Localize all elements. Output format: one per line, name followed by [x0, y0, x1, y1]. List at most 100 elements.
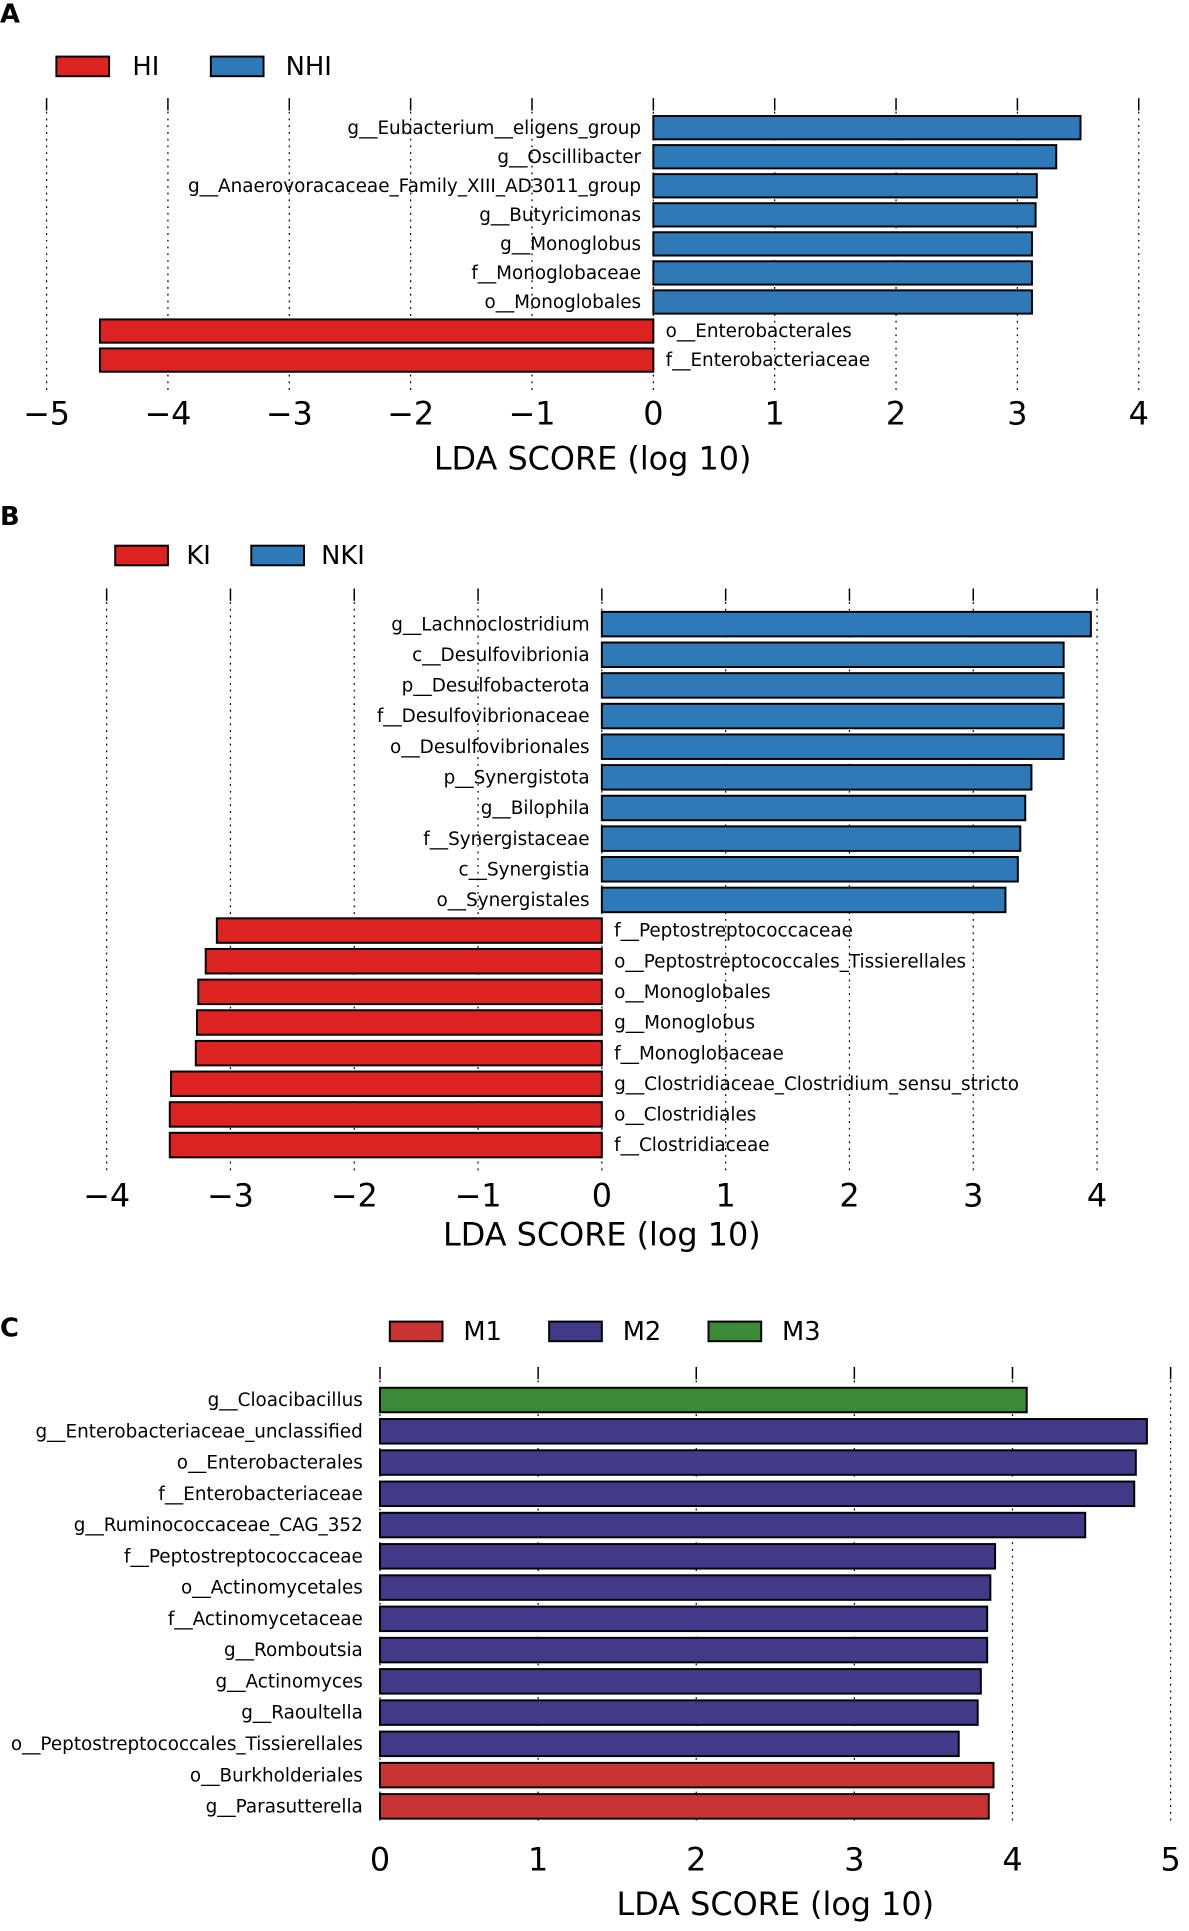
panel-b-bar-label: o__Desulfovibrionales	[390, 737, 590, 758]
panel-b-legend-label-nki: NKI	[321, 541, 365, 571]
panel-b-bar-label: g__Bilophila	[481, 798, 590, 819]
panel-c-bar-label: g__Parasutterella	[206, 1797, 363, 1818]
panel-b-bar	[215, 917, 603, 944]
panel-b-bar	[600, 641, 1065, 669]
panel-b-bar	[170, 1070, 603, 1098]
panel-b-bar-label: p__Desulfobacterota	[402, 676, 590, 697]
panel-b-tick-label: 1	[716, 1176, 736, 1214]
panel-c-bar-label: o__Actinomycetales	[181, 1578, 363, 1599]
panel-b-legend-swatch-nki	[250, 544, 305, 567]
panel-b-bar	[194, 1039, 603, 1067]
panel-b-bar	[600, 825, 1022, 852]
panel-c-bar	[379, 1605, 989, 1633]
panel-b-tick-label: −2	[331, 1176, 378, 1214]
panel-b-bar-label: o__Peptostreptococcales_Tissierellales	[614, 951, 966, 972]
panel-c-bar	[379, 1511, 1087, 1539]
panel-b-bar	[168, 1101, 603, 1128]
panel-b-bar	[168, 1131, 603, 1159]
panel-c-bar	[379, 1480, 1136, 1508]
panel-c-bar-label: g__Romboutsia	[224, 1640, 363, 1661]
panel-b-bar-label: p__Synergistota	[444, 767, 590, 788]
panel-b-bar	[600, 672, 1065, 699]
panel-c-bar	[379, 1793, 990, 1820]
panel-c-bar-label: f__Enterobacteriaceae	[158, 1484, 362, 1505]
panel-a-tick-label: 2	[886, 394, 906, 432]
panel-b-bar-label: f__Desulfovibrionaceae	[377, 706, 590, 727]
panel-a-bar	[652, 289, 1033, 315]
panel-b-bar-label: g__Clostridiaceae_Clostridium_sensu_stri…	[614, 1074, 1019, 1095]
panel-a-bar	[652, 173, 1038, 199]
panel-c-tick-label: 4	[1002, 1841, 1022, 1879]
panel-c-bar-label: f__Peptostreptococcaceae	[124, 1546, 363, 1567]
panel-b-legend-swatch-ki	[114, 544, 169, 567]
panel-a-tick-label: −3	[266, 394, 313, 432]
panel-c-tick-label: 1	[528, 1841, 548, 1879]
panel-a-bar	[652, 260, 1033, 286]
panel-a-legend-label-hi: HI	[132, 52, 159, 82]
panel-b-bar-label: o__Synergistales	[436, 890, 589, 911]
panel-c-legend-swatch-m3	[707, 1320, 763, 1343]
panel-b-legend-label-ki: KI	[186, 541, 210, 571]
panel-a-bar-label: f__Monoglobaceae	[471, 263, 641, 284]
panel-b-x-axis-label: LDA SCORE (log 10)	[443, 1216, 761, 1254]
panel-a-bar	[652, 144, 1058, 170]
panel-a-bar-label: g__Eubacterium__eligens_group	[347, 118, 641, 139]
panel-c-bar	[379, 1730, 960, 1758]
panel-a-legend-swatch-nhi	[209, 55, 265, 78]
panel-b-bar-label: g__Lachnoclostridium	[391, 614, 589, 635]
panel-c-bar	[379, 1574, 992, 1601]
panel-c-bar-label: g__Enterobacteriaceae_unclassified	[35, 1421, 362, 1442]
panel-a-bar	[652, 231, 1033, 257]
panel-a-bar-label: o__Enterobacterales	[666, 321, 852, 342]
panel-c-bar	[379, 1543, 997, 1570]
panel-c-bar	[379, 1699, 979, 1726]
panel-a-letter: A	[0, 0, 20, 29]
panel-b-tick-label: 2	[839, 1176, 859, 1214]
panel-b-bar	[204, 947, 603, 975]
panel-b-bar	[600, 856, 1019, 883]
panel-b-bar-label: g__Monoglobus	[614, 1013, 755, 1034]
panel-a-tick-label: −4	[144, 394, 191, 432]
panel-b-bar	[600, 794, 1027, 822]
panel-c-bar-label: o__Peptostreptococcales_Tissierellales	[11, 1734, 363, 1755]
panel-b-bar	[600, 702, 1065, 730]
panel-a-tick-label: 0	[643, 394, 663, 432]
panel-c-legend-swatch-m1	[388, 1320, 444, 1343]
panel-b-bar-label: f__Synergistaceae	[423, 829, 589, 850]
panel-c-legend-label-m2: M2	[623, 1317, 662, 1347]
panel-b-tick-label: −4	[83, 1176, 130, 1214]
panel-b-tick-label: 4	[1087, 1176, 1107, 1214]
panel-c-bar	[379, 1449, 1137, 1476]
panel-b-bar	[600, 764, 1033, 791]
panel-b-bar-label: f__Peptostreptococcaceae	[614, 921, 853, 942]
panel-a-tick-label: −2	[387, 394, 434, 432]
panel-a-bar-label: g__Oscillibacter	[497, 147, 641, 168]
panel-b-bar	[600, 610, 1092, 638]
panel-c-bar	[379, 1761, 995, 1789]
panel-c-bar-label: o__Enterobacterales	[177, 1453, 363, 1474]
panel-a-bar	[98, 318, 655, 344]
panel-a-legend-label-nhi: NHI	[286, 52, 332, 82]
panel-b-bar	[600, 886, 1007, 914]
panel-b-bar	[197, 978, 603, 1006]
panel-a-bar-label: g__Butyricimonas	[479, 205, 641, 226]
panel-c-bar	[379, 1668, 982, 1695]
panel-c-bar-label: g__Ruminococcaceae_CAG_352	[74, 1515, 363, 1536]
panel-a-tick-label: 4	[1129, 394, 1149, 432]
panel-b-bar	[600, 733, 1065, 760]
panel-a-tick-label: 3	[1007, 394, 1027, 432]
panel-a-bar-label: o__Monoglobales	[485, 292, 642, 313]
panel-c-bar	[379, 1418, 1148, 1445]
panel-b-bar-label: f__Monoglobaceae	[614, 1043, 784, 1064]
panel-a-bar	[652, 115, 1082, 141]
panel-b-tick-label: 3	[963, 1176, 983, 1214]
panel-c-legend-swatch-m2	[548, 1320, 603, 1343]
panel-c-bar-label: o__Burkholderiales	[190, 1765, 363, 1786]
panel-b-bar-label: f__Clostridiaceae	[614, 1135, 769, 1156]
panel-b-tick-label: 0	[592, 1176, 612, 1214]
panel-b-tick-label: −1	[455, 1176, 502, 1214]
panel-a-legend-swatch-hi	[55, 55, 111, 78]
panel-b-bar-label: c__Desulfovibrionia	[412, 645, 590, 666]
panel-a-bar-label: f__Enterobacteriaceae	[666, 350, 870, 371]
